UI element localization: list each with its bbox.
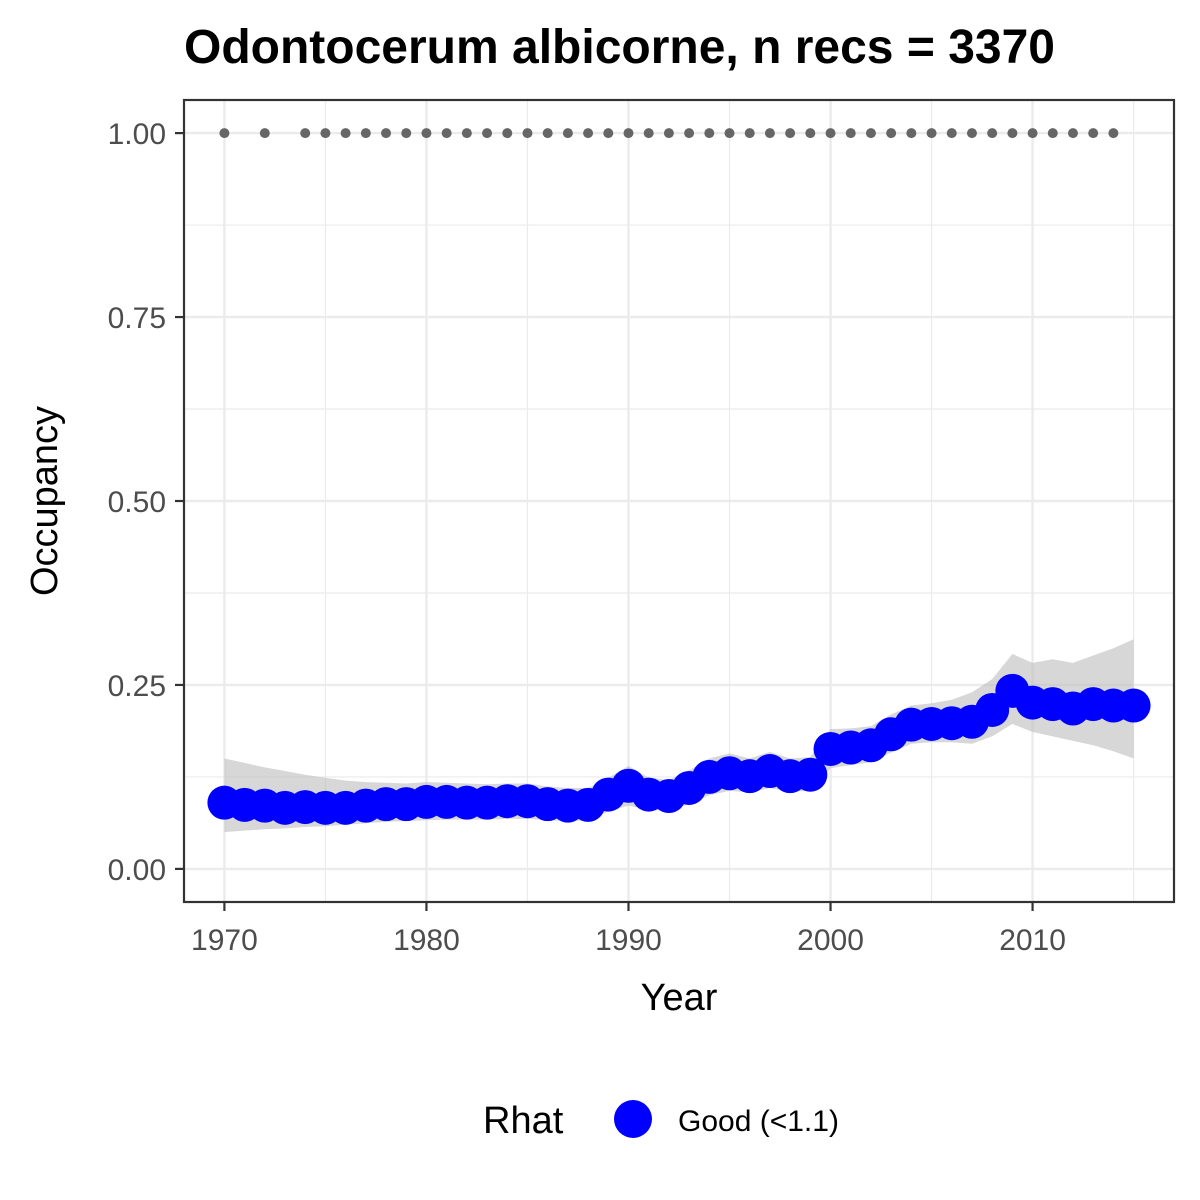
record-dot	[259, 128, 270, 139]
y-axis: 0.00 0.25 0.50 0.75 1.00	[108, 118, 184, 887]
record-dot	[421, 128, 432, 139]
record-dot	[381, 128, 392, 139]
record-dot	[724, 128, 735, 139]
record-dot	[663, 128, 674, 139]
record-dot	[1007, 128, 1018, 139]
record-dot	[704, 128, 715, 139]
legend-label: Good (<1.1)	[678, 1105, 839, 1138]
y-tick-label: 0.50	[108, 486, 166, 519]
record-dot	[865, 128, 876, 139]
legend: Rhat Good (<1.1)	[483, 1100, 839, 1142]
record-dot	[805, 128, 816, 139]
x-tick-label: 2010	[999, 924, 1066, 957]
confidence-ribbon-layer	[224, 639, 1134, 833]
x-tick-label: 1980	[393, 924, 460, 957]
x-tick-label: 2000	[797, 924, 864, 957]
x-tick-label: 1990	[595, 924, 662, 957]
record-dot	[946, 128, 957, 139]
record-dot	[744, 128, 755, 139]
record-dot	[845, 128, 856, 139]
record-dot	[300, 128, 311, 139]
record-dot	[340, 128, 351, 139]
x-axis-title: Year	[641, 977, 718, 1019]
record-dot	[502, 128, 513, 139]
record-dot	[522, 128, 533, 139]
record-dot	[603, 128, 614, 139]
record-dot	[966, 128, 977, 139]
record-dot	[482, 128, 493, 139]
record-dot	[643, 128, 654, 139]
x-axis: 1970 1980 1990 2000 2010	[191, 902, 1066, 957]
record-dot	[441, 128, 452, 139]
y-tick-label: 1.00	[108, 118, 166, 151]
record-dot	[987, 128, 998, 139]
legend-key-point	[614, 1100, 652, 1138]
occupancy-points-layer	[207, 673, 1151, 825]
occupancy-point	[1116, 688, 1151, 723]
y-tick-label: 0.25	[108, 670, 166, 703]
legend-title: Rhat	[483, 1100, 564, 1142]
record-dot	[1047, 128, 1058, 139]
record-dot	[542, 128, 553, 139]
y-axis-title: Occupancy	[24, 406, 66, 596]
confidence-ribbon	[224, 639, 1134, 833]
x-tick-label: 1970	[191, 924, 258, 957]
record-dot	[461, 128, 472, 139]
chart-title: Odontocerum albicorne, n recs = 3370	[184, 21, 1055, 74]
record-dot	[684, 128, 695, 139]
record-dot	[886, 128, 897, 139]
record-dot	[1088, 128, 1099, 139]
record-dot	[825, 128, 836, 139]
record-dot	[401, 128, 412, 139]
record-dot	[562, 128, 573, 139]
record-dot	[360, 128, 371, 139]
record-dot	[906, 128, 917, 139]
record-dot	[1108, 128, 1119, 139]
y-tick-label: 0.75	[108, 302, 166, 335]
y-tick-label: 0.00	[108, 854, 166, 887]
record-dot	[926, 128, 937, 139]
record-dot	[623, 128, 634, 139]
record-dot	[785, 128, 796, 139]
record-dot	[1027, 128, 1038, 139]
record-dot	[219, 128, 230, 139]
record-dot	[1067, 128, 1078, 139]
occupancy-point	[793, 757, 828, 792]
record-dot	[320, 128, 331, 139]
record-dots-layer	[219, 128, 1119, 139]
record-dot	[764, 128, 775, 139]
record-dot	[583, 128, 594, 139]
